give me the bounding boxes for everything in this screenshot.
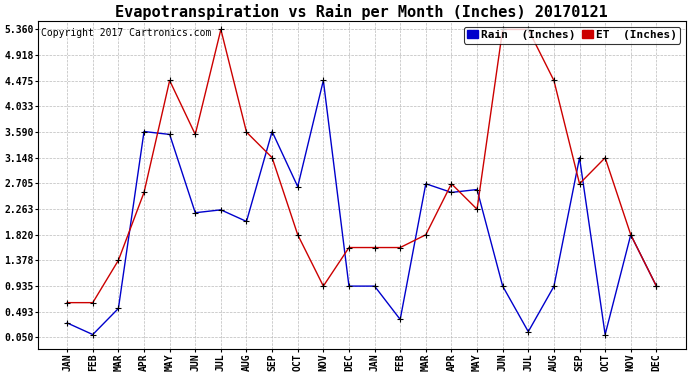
- Text: Copyright 2017 Cartronics.com: Copyright 2017 Cartronics.com: [41, 28, 211, 38]
- Legend: Rain  (Inches), ET  (Inches): Rain (Inches), ET (Inches): [464, 27, 680, 44]
- Title: Evapotranspiration vs Rain per Month (Inches) 20170121: Evapotranspiration vs Rain per Month (In…: [115, 4, 608, 20]
